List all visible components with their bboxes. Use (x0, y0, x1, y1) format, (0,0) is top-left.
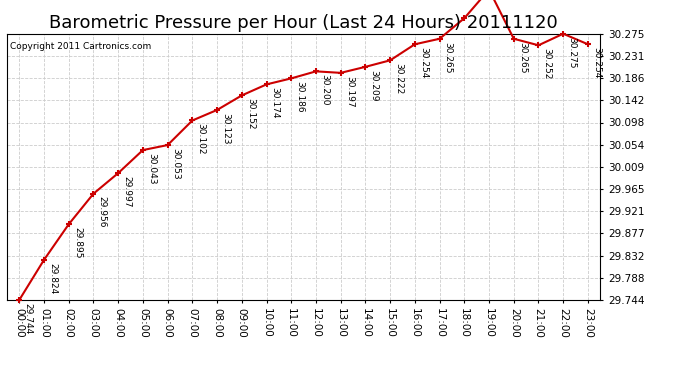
Text: Copyright 2011 Cartronics.com: Copyright 2011 Cartronics.com (10, 42, 151, 51)
Text: 29.824: 29.824 (48, 262, 57, 294)
Text: 30.123: 30.123 (221, 113, 230, 144)
Text: 29.744: 29.744 (23, 303, 32, 334)
Text: 30.275: 30.275 (567, 36, 576, 68)
Text: 30.265: 30.265 (444, 42, 453, 73)
Text: 30.174: 30.174 (270, 87, 279, 118)
Text: 29.956: 29.956 (97, 196, 106, 228)
Text: 30.306: 30.306 (0, 374, 1, 375)
Text: 30.053: 30.053 (172, 148, 181, 180)
Text: 30.252: 30.252 (542, 48, 551, 80)
Text: 30.197: 30.197 (345, 76, 354, 107)
Title: Barometric Pressure per Hour (Last 24 Hours) 20111120: Barometric Pressure per Hour (Last 24 Ho… (49, 14, 558, 32)
Text: 29.997: 29.997 (122, 176, 131, 207)
Text: 30.254: 30.254 (419, 47, 428, 78)
Text: 30.102: 30.102 (197, 123, 206, 155)
Text: 30.265: 30.265 (518, 42, 527, 73)
Text: 30.200: 30.200 (320, 74, 329, 106)
Text: 30.043: 30.043 (147, 153, 156, 184)
Text: 30.186: 30.186 (295, 81, 304, 113)
Text: 30.254: 30.254 (592, 47, 601, 78)
Text: 30.209: 30.209 (370, 70, 379, 101)
Text: 29.895: 29.895 (73, 227, 82, 259)
Text: 30.363: 30.363 (0, 374, 1, 375)
Text: 30.222: 30.222 (394, 63, 403, 94)
Text: 30.152: 30.152 (246, 98, 255, 130)
